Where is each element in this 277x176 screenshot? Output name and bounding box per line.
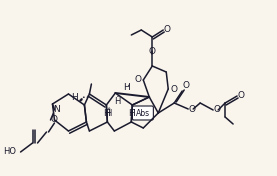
Text: Abs: Abs xyxy=(136,108,150,118)
FancyBboxPatch shape xyxy=(132,106,153,120)
Text: Ĥ: Ĥ xyxy=(105,109,112,118)
Text: O: O xyxy=(164,26,171,34)
Text: O: O xyxy=(149,46,156,55)
Text: O: O xyxy=(238,92,245,100)
Text: O: O xyxy=(51,115,58,124)
Text: H: H xyxy=(71,93,78,102)
Text: O: O xyxy=(183,81,190,90)
Text: ,••: ,•• xyxy=(80,95,90,99)
Text: O: O xyxy=(214,105,220,115)
Text: H̅: H̅ xyxy=(103,109,110,118)
Text: H̅: H̅ xyxy=(128,109,135,118)
Text: N: N xyxy=(53,105,60,115)
Text: H: H xyxy=(123,83,130,92)
Text: O: O xyxy=(171,84,178,93)
Text: O: O xyxy=(135,76,142,84)
Text: O: O xyxy=(189,105,196,114)
Text: HO: HO xyxy=(4,147,17,156)
Text: Ĥ: Ĥ xyxy=(114,98,120,106)
